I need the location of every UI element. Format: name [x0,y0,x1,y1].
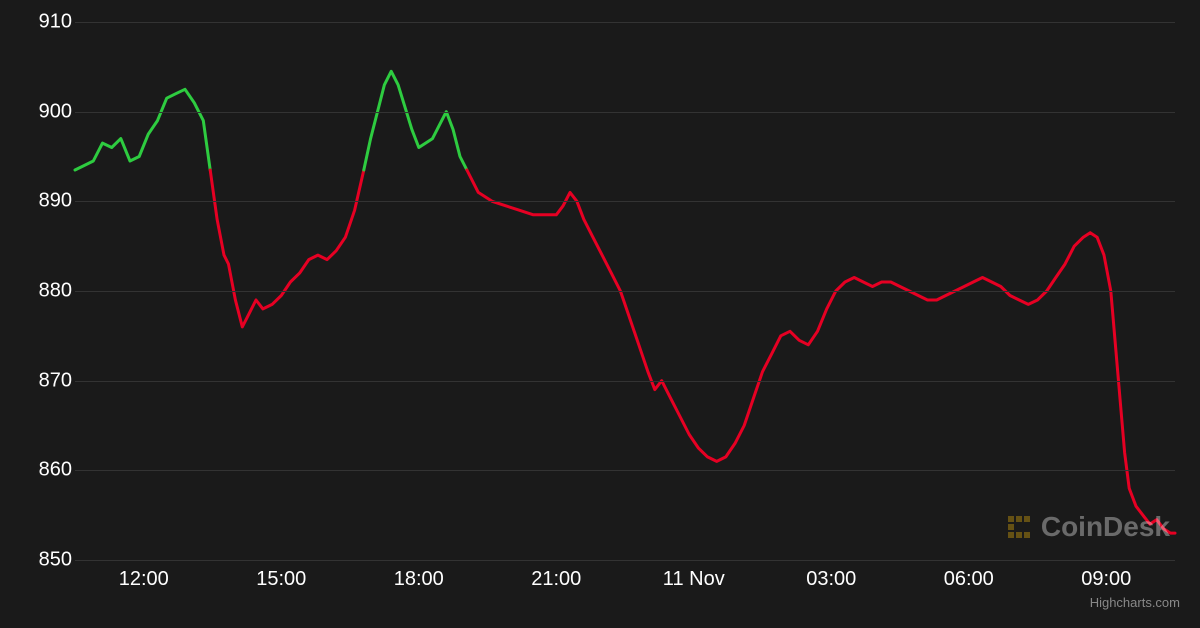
y-axis-label: 910 [12,11,72,34]
coindesk-logo-icon [1005,513,1033,541]
watermark-text: CoinDesk [1041,511,1170,543]
x-axis-label: 06:00 [944,568,994,591]
x-axis-label: 18:00 [394,568,444,591]
x-axis-label: 21:00 [531,568,581,591]
gridline [75,112,1175,113]
x-axis-label: 12:00 [119,568,169,591]
y-axis-label: 900 [12,100,72,123]
coindesk-watermark: CoinDesk [1005,511,1170,543]
x-axis-label: 09:00 [1081,568,1131,591]
price-segment-up [364,71,467,170]
gridline [75,470,1175,471]
y-axis-label: 880 [12,280,72,303]
gridline [75,381,1175,382]
gridline [75,560,1175,561]
x-axis-label: 03:00 [806,568,856,591]
gridline [75,22,1175,23]
gridline [75,291,1175,292]
price-segment-down [467,170,1175,533]
x-axis-label: 11 Nov [663,568,725,591]
y-axis-label: 860 [12,459,72,482]
y-axis-label: 870 [12,369,72,392]
x-axis-label: 15:00 [256,568,306,591]
y-axis-label: 850 [12,549,72,572]
y-axis-label: 890 [12,190,72,213]
gridline [75,201,1175,202]
price-chart: CoinDesk Highcharts.com 850 860 870 880 890 9… [0,0,1200,628]
price-segment-down [210,170,364,327]
price-segment-up [75,89,210,170]
highcharts-credit[interactable]: Highcharts.com [1090,595,1180,610]
